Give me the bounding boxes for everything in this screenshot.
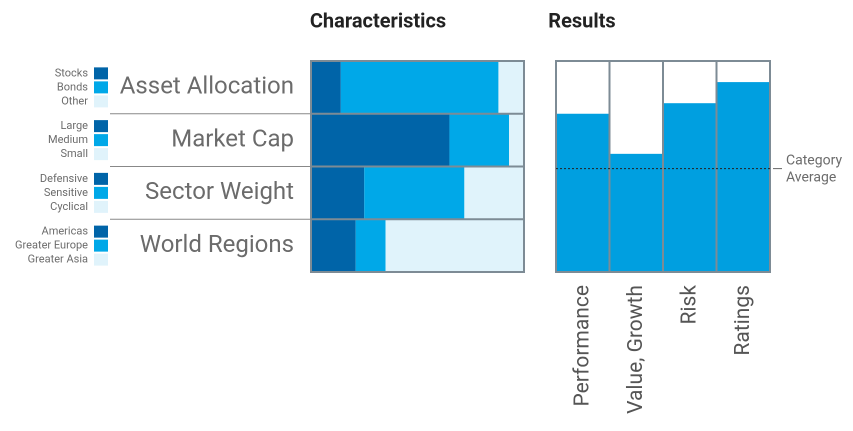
legend-swatch bbox=[94, 239, 108, 252]
legend-swatch bbox=[94, 186, 108, 199]
row-label: Asset Allocation bbox=[120, 72, 294, 100]
legend-swatch bbox=[94, 200, 108, 213]
bar-segment bbox=[385, 219, 524, 272]
legend-swatch bbox=[94, 148, 108, 161]
row-label: Sector Weight bbox=[145, 177, 294, 205]
legend-label: Greater Asia bbox=[28, 253, 88, 266]
legend-label: Sensitive bbox=[44, 186, 88, 199]
bar-segment bbox=[364, 166, 465, 220]
bar-segment bbox=[340, 61, 499, 114]
legend-label: Cyclical bbox=[50, 200, 88, 213]
legend-swatch bbox=[94, 253, 108, 266]
legend-swatch bbox=[94, 120, 108, 133]
bar-segment bbox=[498, 61, 524, 114]
legend-swatch bbox=[94, 134, 108, 147]
frame bbox=[555, 60, 771, 273]
x-tick-label: Performance bbox=[570, 285, 594, 406]
legend-label: Small bbox=[60, 147, 88, 160]
bar-segment bbox=[449, 113, 510, 167]
legend-swatch bbox=[94, 81, 108, 94]
x-tick-label: Value, Growth bbox=[624, 285, 648, 414]
legend-label: Other bbox=[61, 94, 88, 107]
frame bbox=[310, 60, 525, 273]
x-tick-label: Ratings bbox=[731, 285, 755, 356]
legend-label: Large bbox=[60, 119, 88, 132]
bar bbox=[609, 153, 663, 272]
legend-swatch bbox=[94, 67, 108, 80]
bar-segment bbox=[355, 219, 386, 272]
bar-segment bbox=[464, 166, 524, 220]
bar-segment bbox=[509, 113, 524, 167]
legend-label: Medium bbox=[48, 133, 88, 146]
chart-title: Characteristics bbox=[310, 8, 446, 32]
x-tick-label: Risk bbox=[677, 285, 701, 325]
bar-segment bbox=[311, 61, 341, 114]
bar bbox=[556, 113, 610, 272]
chart-title: Results bbox=[548, 8, 615, 32]
legend-label: Greater Europe bbox=[15, 239, 88, 252]
row-label: Market Cap bbox=[171, 124, 294, 152]
bar-segment bbox=[311, 219, 356, 272]
legend-swatch bbox=[94, 225, 108, 238]
legend-label: Bonds bbox=[57, 80, 88, 93]
legend-label: Defensive bbox=[40, 172, 88, 185]
bar-segment bbox=[311, 166, 365, 220]
row-label: World Regions bbox=[140, 230, 294, 258]
legend-label: Stocks bbox=[55, 66, 89, 79]
reference-label: Category bbox=[786, 152, 842, 168]
legend-swatch bbox=[94, 172, 108, 185]
reference-label: Average bbox=[786, 169, 836, 185]
legend-label: Americas bbox=[42, 225, 89, 238]
bar-segment bbox=[311, 113, 450, 167]
legend-swatch bbox=[94, 95, 108, 108]
bar bbox=[716, 82, 770, 272]
bar bbox=[663, 103, 717, 272]
